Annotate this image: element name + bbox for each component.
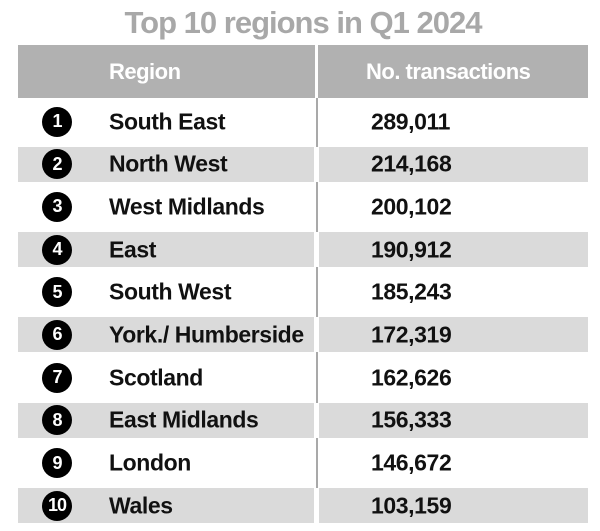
region-name: South East — [109, 108, 226, 134]
table-row: 3 West Midlands 200,102 — [18, 189, 588, 224]
rank-badge: 4 — [42, 234, 72, 265]
region-name: West Midlands — [109, 193, 265, 220]
rank-badge: 8 — [42, 405, 72, 436]
transactions-value: 190,912 — [371, 236, 452, 263]
rank-badge: 9 — [42, 448, 72, 478]
region-name: East — [109, 236, 156, 263]
transactions-value: 185,243 — [371, 278, 452, 305]
region-name: Scotland — [109, 364, 203, 391]
column-header-region: Region — [109, 58, 181, 84]
rank-badge: 6 — [42, 319, 72, 350]
column-header-transactions: No. transactions — [366, 58, 531, 84]
table-row: 2 North West 214,168 — [18, 146, 588, 182]
transactions-value: 214,168 — [371, 150, 452, 177]
column-divider-line — [316, 98, 318, 524]
table-row: 9 London 146,672 — [18, 446, 588, 481]
rank-badge: 5 — [42, 277, 72, 308]
transactions-value: 103,159 — [371, 492, 452, 519]
table-body: 1 South East 289,011 2 North West 214,16… — [18, 98, 588, 524]
transactions-value: 162,626 — [371, 364, 452, 391]
transactions-value: 200,102 — [371, 193, 452, 220]
rank-badge: 2 — [42, 149, 72, 180]
region-name: East Midlands — [109, 406, 259, 433]
table-row: 4 East 190,912 — [18, 232, 588, 268]
rank-badge: 3 — [42, 191, 72, 222]
region-name: London — [109, 449, 191, 476]
page-title: Top 10 regions in Q1 2024 — [124, 5, 483, 40]
table-row: 5 South West 185,243 — [18, 275, 588, 310]
transactions-value: 146,672 — [371, 449, 452, 476]
table-row: 7 Scotland 162,626 — [18, 360, 588, 395]
region-name: Wales — [109, 492, 173, 519]
transactions-value: 289,011 — [371, 108, 451, 134]
region-name: York./ Humberside — [109, 321, 304, 348]
rank-badge: 10 — [42, 490, 72, 521]
table-header-row: Region No. transactions — [18, 45, 588, 98]
rank-badge: 1 — [42, 106, 72, 137]
table-row: 6 York./ Humberside 172,319 — [18, 317, 588, 353]
transactions-value: 172,319 — [371, 321, 452, 348]
table-row: 8 East Midlands 156,333 — [18, 402, 588, 438]
regions-table: Region No. transactions 1 South East 289… — [18, 45, 588, 524]
region-name: South West — [109, 278, 232, 305]
table-row: 1 South East 289,011 — [18, 104, 588, 139]
table-row: 10 Wales 103,159 — [18, 488, 588, 524]
header-column-divider — [315, 45, 318, 98]
transactions-value: 156,333 — [371, 406, 452, 433]
region-name: North West — [109, 150, 228, 177]
rank-badge: 7 — [42, 362, 72, 393]
